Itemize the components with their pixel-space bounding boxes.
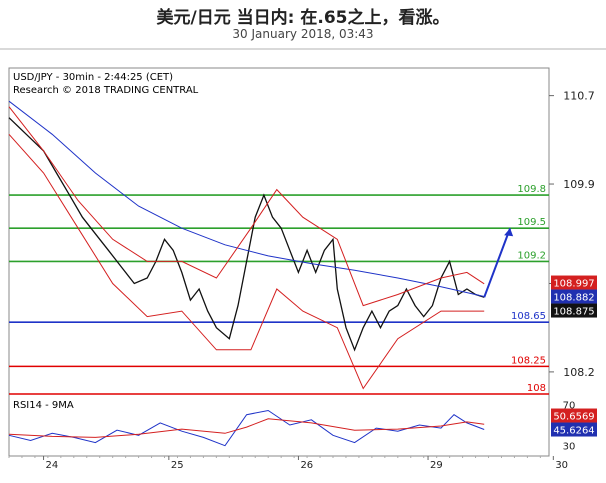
price-badge-label: 45.6264	[553, 426, 594, 437]
page-title: 美元/日元 当日内: 在.65之上，看涨。	[156, 8, 450, 28]
level-label: 109.8	[517, 184, 546, 195]
price-tick-label: 110.7	[563, 90, 595, 103]
level-label: 108	[527, 383, 546, 394]
price-badge	[551, 422, 597, 437]
price-series-line	[8, 100, 485, 297]
series-layer	[8, 100, 514, 390]
x-tick-label: 26	[300, 460, 313, 471]
price-badge	[551, 289, 597, 304]
level-label: 109.2	[517, 250, 546, 261]
price-tick-label: 108.2	[563, 366, 595, 379]
chart-title: USD/JPY - 30min - 2:44:25 (CET)	[13, 72, 173, 83]
rsi-series-line	[8, 418, 485, 438]
level-label: 109.5	[517, 217, 546, 228]
price-series-line	[8, 106, 485, 307]
price-panel	[8, 67, 550, 395]
rsi-tick-label: 70	[563, 400, 576, 411]
price-badge-label: 50.6569	[553, 412, 594, 423]
levels-layer: 109.8 109.5 109.2 108.65 108.25 108	[9, 184, 549, 395]
x-tick-label: 29	[430, 460, 443, 471]
price-series-line	[8, 117, 485, 352]
rsi-panel	[8, 393, 550, 457]
level-label: 108.25	[511, 355, 546, 366]
page-subtitle: 30 January 2018, 03:43	[232, 27, 374, 41]
price-badge	[551, 408, 597, 423]
price-badge-label: 108.875	[553, 307, 594, 318]
price-badge-label: 108.997	[553, 279, 594, 290]
price-badge	[551, 275, 597, 290]
rsi-series-line	[8, 409, 485, 447]
price-badge	[551, 303, 597, 318]
price-series-line	[8, 133, 485, 390]
x-tick-label: 25	[171, 460, 184, 471]
rsi-label: RSI14 - 9MA	[13, 400, 74, 411]
x-tick-label: 24	[46, 460, 59, 471]
price-chart: USD/JPY - 30min - 2:44:25 (CET) Research…	[8, 67, 597, 471]
level-label: 108.65	[511, 311, 546, 322]
rsi-tick-label: 30	[563, 442, 576, 453]
forecast-arrow	[483, 227, 512, 298]
x-tick-label: 30	[555, 460, 568, 471]
forecast-arrow-head	[504, 228, 514, 237]
price-tick-label: 109.9	[563, 178, 595, 191]
chart-subtitle: Research © 2018 TRADING CENTRAL	[13, 85, 199, 96]
header-divider	[0, 48, 606, 50]
rsi-layer	[8, 409, 485, 447]
price-badge-label: 108.882	[553, 293, 594, 304]
badges-layer: 108.997 108.882 108.875 50.6569 45.6264	[551, 275, 597, 437]
